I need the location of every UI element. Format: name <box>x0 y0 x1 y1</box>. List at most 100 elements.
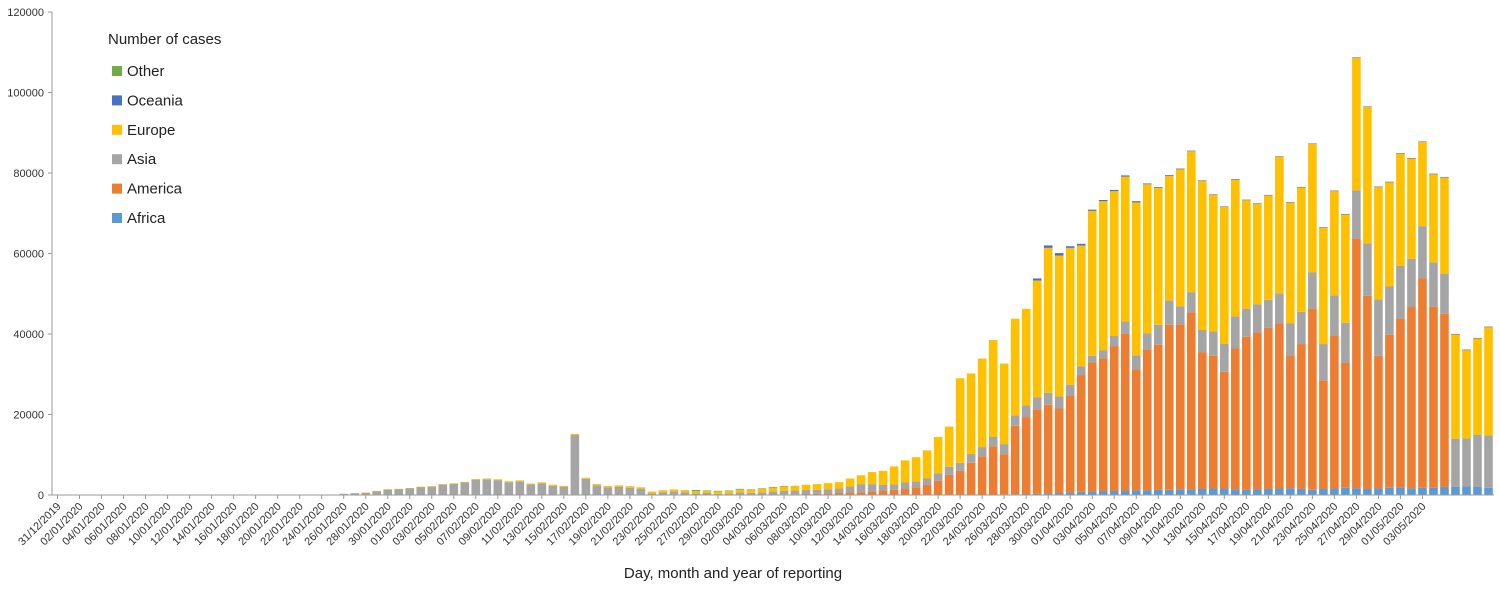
bar-segment-europe <box>537 482 547 484</box>
bar-segment-europe <box>416 486 426 488</box>
bar-segment-oceania <box>1120 175 1130 177</box>
y-tick-label: 120000 <box>7 7 44 19</box>
bar-segment-europe <box>1407 158 1416 259</box>
bar-segment-oceania <box>1462 349 1471 351</box>
bar-segment-asia <box>1319 344 1328 381</box>
bar-segment-other <box>724 490 734 491</box>
bar-segment-europe <box>636 487 646 489</box>
bar-segment-europe <box>1131 202 1141 356</box>
bar-segment-asia <box>713 493 723 495</box>
bar-segment-africa <box>1021 493 1031 495</box>
bar-segment-asia <box>1010 415 1020 426</box>
bar-segment-europe <box>1473 338 1482 435</box>
bar-segment-america <box>1032 409 1042 494</box>
bar-segment-america <box>823 493 833 495</box>
bar-segment-europe <box>1330 190 1339 296</box>
legend-title: Number of cases <box>108 31 221 48</box>
bar-segment-africa <box>1418 487 1427 495</box>
bar-segment-europe <box>581 477 591 479</box>
bar-segment-africa <box>1396 487 1405 495</box>
bar-segment-oceania <box>1153 187 1163 188</box>
bar-segment-europe <box>1363 106 1372 244</box>
bar-segment-asia <box>999 444 1009 455</box>
bar-segment-asia <box>1198 329 1207 353</box>
bar-segment-asia <box>1275 293 1284 324</box>
bar-segment-oceania <box>1275 156 1284 157</box>
bar-segment-europe <box>603 485 613 488</box>
bar-segment-europe <box>1187 151 1196 293</box>
bar-segment-america <box>1440 313 1449 487</box>
bar-segment-asia <box>1054 396 1064 409</box>
y-tick-label: 0 <box>38 490 44 502</box>
bar-segment-europe <box>647 491 657 494</box>
bar-segment-asia <box>768 491 778 495</box>
bar-segment-europe <box>1120 176 1130 322</box>
bar-segment-oceania <box>1098 199 1108 202</box>
bar-segment-america <box>1253 332 1262 490</box>
bar-segment-america <box>955 470 965 495</box>
legend: Number of cases Other Oceania Europe Asia Am… <box>108 31 221 227</box>
bar-segment-oceania <box>1032 278 1042 281</box>
bar-segment-europe <box>526 483 536 485</box>
bar-segment-asia <box>1352 190 1361 239</box>
bar-segment-africa <box>1484 487 1493 495</box>
bar-segment-europe <box>1076 245 1086 367</box>
bar-segment-asia <box>471 479 481 495</box>
bar-segment-europe <box>1109 191 1119 337</box>
bar-segment-asia <box>614 486 624 495</box>
bar-segment-america <box>1330 335 1339 489</box>
bar-segment-europe <box>768 487 778 492</box>
bar-segment-asia <box>1253 304 1262 333</box>
bar-segment-asia <box>581 478 591 495</box>
bar-segment-asia <box>1484 435 1493 488</box>
bar-segment-america <box>1153 344 1163 490</box>
bar-segment-asia <box>1297 311 1306 345</box>
bar-segment-oceania <box>1187 150 1196 152</box>
bar-segment-europe <box>1418 141 1427 227</box>
bar-segment-europe <box>1341 214 1350 323</box>
bar-segment-europe <box>966 373 976 454</box>
bar-segment-europe <box>944 426 954 467</box>
bar-segment-america <box>1131 369 1141 491</box>
bar-segment-america <box>1231 348 1240 490</box>
bar-segment-america <box>1286 355 1295 489</box>
bar-segment-europe <box>460 481 470 483</box>
bar-segment-europe <box>1043 247 1053 393</box>
bar-segment-africa <box>1175 489 1185 495</box>
bar-segment-asia <box>1131 355 1141 370</box>
bar-segment-europe <box>1010 318 1020 416</box>
bar-segment-asia <box>922 478 932 485</box>
bar-segment-asia <box>350 493 360 495</box>
bar-segment-europe <box>1396 153 1405 266</box>
bar-segment-america <box>1010 425 1020 495</box>
bar-segment-asia <box>735 492 745 495</box>
bar-segment-asia <box>1264 299 1273 328</box>
bar-segment-africa <box>1242 489 1251 495</box>
bar-segment-europe <box>900 460 910 483</box>
bar-segment-africa <box>1352 488 1361 495</box>
bar-segment-asia <box>1462 438 1471 487</box>
bar-segment-oceania <box>1385 181 1394 183</box>
bar-segment-asia <box>1032 397 1042 410</box>
bar-segment-europe <box>449 483 459 484</box>
bar-segment-asia <box>482 479 492 495</box>
bar-segment-america <box>900 488 910 495</box>
bar-segment-africa <box>1429 487 1438 495</box>
bar-segment-europe <box>988 340 998 437</box>
bar-segment-asia <box>691 493 701 495</box>
bar-segment-asia <box>779 490 789 495</box>
bar-segment-europe <box>625 486 635 488</box>
bar-segment-europe <box>669 489 679 492</box>
bar-segment-oceania <box>1297 186 1306 188</box>
bar-segment-europe <box>1164 175 1174 301</box>
bar-segment-oceania <box>1209 194 1218 195</box>
bar-segment-oceania <box>1175 168 1185 170</box>
bar-segment-africa <box>1275 488 1284 495</box>
bar-segment-america <box>1198 352 1207 489</box>
bar-segment-europe <box>658 490 668 493</box>
y-tick-label: 20000 <box>13 410 44 422</box>
bar-segment-asia <box>823 489 833 494</box>
bar-segment-asia <box>570 435 580 495</box>
y-tick-label: 40000 <box>13 329 44 341</box>
bar-segment-america <box>1087 362 1097 492</box>
